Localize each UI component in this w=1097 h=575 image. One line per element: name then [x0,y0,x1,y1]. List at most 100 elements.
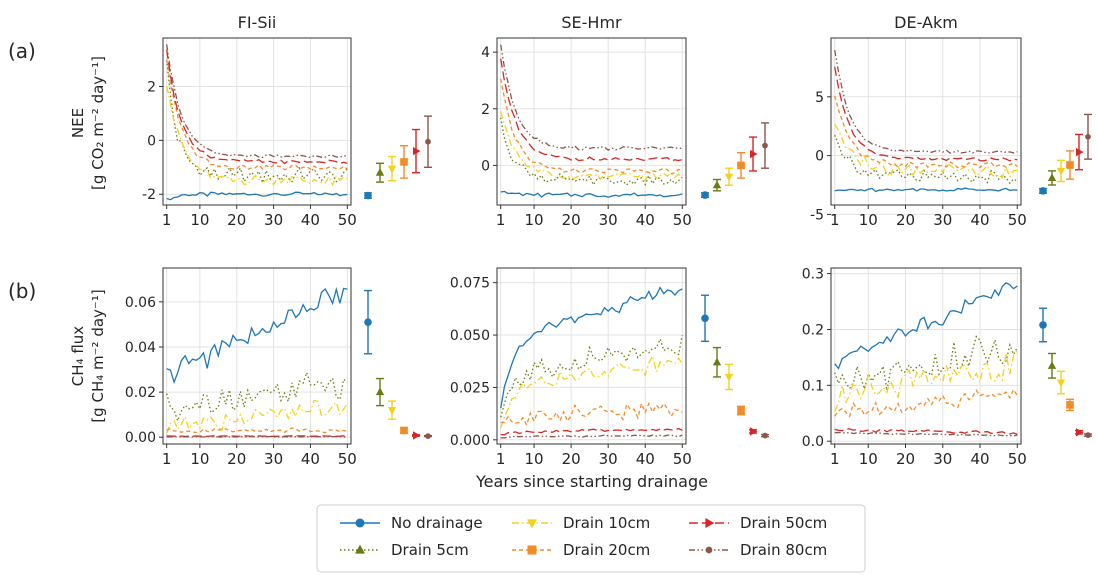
y-tick-label: 0.3 [802,267,824,283]
panel-0-2: DE-Akm 1 10 20 30 40 50 -5 0 5 [810,13,1092,229]
y-tick-label: 0.025 [450,380,490,396]
x-tick-label: 30 [599,450,618,468]
series-line-5 [166,435,348,438]
series-line-0 [166,191,348,201]
legend-marker [355,544,365,554]
y-tick-label: 0 [481,158,490,174]
summary-marker [1056,167,1066,176]
summary-marker [762,142,768,149]
x-tick-label: 40 [970,450,989,468]
y-tick-label: 0 [815,149,824,165]
summary-marker [712,180,722,189]
summary-errorbar-0 [1039,187,1047,195]
x-tick-label: 50 [338,450,357,468]
legend-marker [527,545,537,555]
summary-marker [1085,432,1091,438]
series-group [500,44,683,198]
x-tick-label: 30 [933,211,952,229]
series-line-4 [834,428,1018,435]
series-group [166,286,348,438]
legend-label: Drain 80cm [740,541,827,559]
summary-marker [364,191,372,200]
series-line-1 [834,335,1018,392]
y-tick-label: 0.00 [125,430,156,446]
summary-errorbar-5 [424,433,432,439]
summary-errorbar-3 [737,405,745,416]
summary-marker [400,158,408,166]
series-line-4 [500,427,683,436]
legend-entry-5: Drain 80cm [689,541,827,559]
x-tick-label: 1 [496,211,506,229]
y-tick-label: 0.075 [450,276,490,292]
panel-1-0: 1 10 20 30 40 50 0.00 0.02 0.04 0.06 [125,267,432,468]
x-tick-label: 1 [830,211,840,229]
x-tick-label: 50 [338,211,357,229]
plot-frame [496,267,687,445]
panel-1-1: 1 10 20 30 40 50 0.000 0.025 0.050 0.075 [450,267,769,468]
summary-errorbar-0 [701,294,709,343]
legend-frame [316,504,866,573]
summary-marker [1039,187,1047,195]
series-line-3 [166,427,348,434]
summary-marker [712,357,722,366]
series-line-5 [834,49,1018,154]
summary-errorbar-5 [424,115,432,168]
summary-errorbar-2 [724,167,734,186]
legend-marker [527,519,537,529]
legend-label: Drain 50cm [740,514,827,532]
series-line-5 [166,44,348,159]
series-line-1 [166,370,348,423]
panel-title: FI-Sii [238,13,277,32]
summary-errorbar-4 [412,128,421,174]
summary-errorbar-0 [364,191,372,200]
x-tick-label: 20 [562,450,581,468]
summary-marker [375,387,385,396]
x-tick-label: 20 [896,450,915,468]
summary-marker [737,406,745,415]
legend-label: Drain 5cm [391,541,469,559]
summary-errorbar-4 [749,427,758,436]
summary-errorbar-4 [749,136,758,172]
shared-xlabel: Years since starting drainage [475,472,708,491]
series-line-3 [834,95,1018,169]
y-tick-label: 0.000 [450,433,490,449]
summary-marker [762,432,768,439]
plot-frame [162,267,352,445]
summary-errorbar-5 [1084,113,1092,160]
summary-marker [1039,321,1047,329]
summary-errorbar-4 [1075,428,1084,437]
summary-errorbar-2 [1056,370,1066,395]
series-group [166,44,348,201]
series-line-5 [500,44,683,151]
y-tick-label: -5 [810,207,824,223]
row-b-ylabel-main: CH₄ flux [69,326,87,386]
summary-marker [1047,173,1057,181]
series-line-4 [834,66,1018,162]
summary-marker [387,407,397,415]
summary-errorbar-5 [761,122,769,169]
series-line-5 [834,431,1018,437]
summary-marker [724,373,734,382]
y-tick-label: 0.1 [802,378,824,394]
series-line-0 [834,282,1018,370]
summary-errorbar-3 [737,151,745,179]
x-tick-label: 30 [264,450,283,468]
y-tick-label: 2 [147,79,156,95]
series-line-0 [500,286,683,409]
legend-marker [705,546,713,554]
legend-label: No drainage [391,514,483,532]
summary-marker [1075,428,1084,437]
series-line-4 [166,49,348,165]
plot-frame [162,37,352,206]
x-tick-label: 10 [859,450,878,468]
x-tick-label: 50 [673,211,692,229]
x-tick-label: 40 [301,450,320,468]
x-tick-label: 1 [496,450,506,468]
summary-marker [1075,147,1084,157]
x-tick-label: 20 [227,211,246,229]
summary-errorbar-4 [412,431,421,440]
y-tick-label: 0.06 [125,295,156,311]
plot-frame [496,37,687,206]
x-tick-label: 1 [162,211,172,229]
summary-marker [364,318,372,326]
